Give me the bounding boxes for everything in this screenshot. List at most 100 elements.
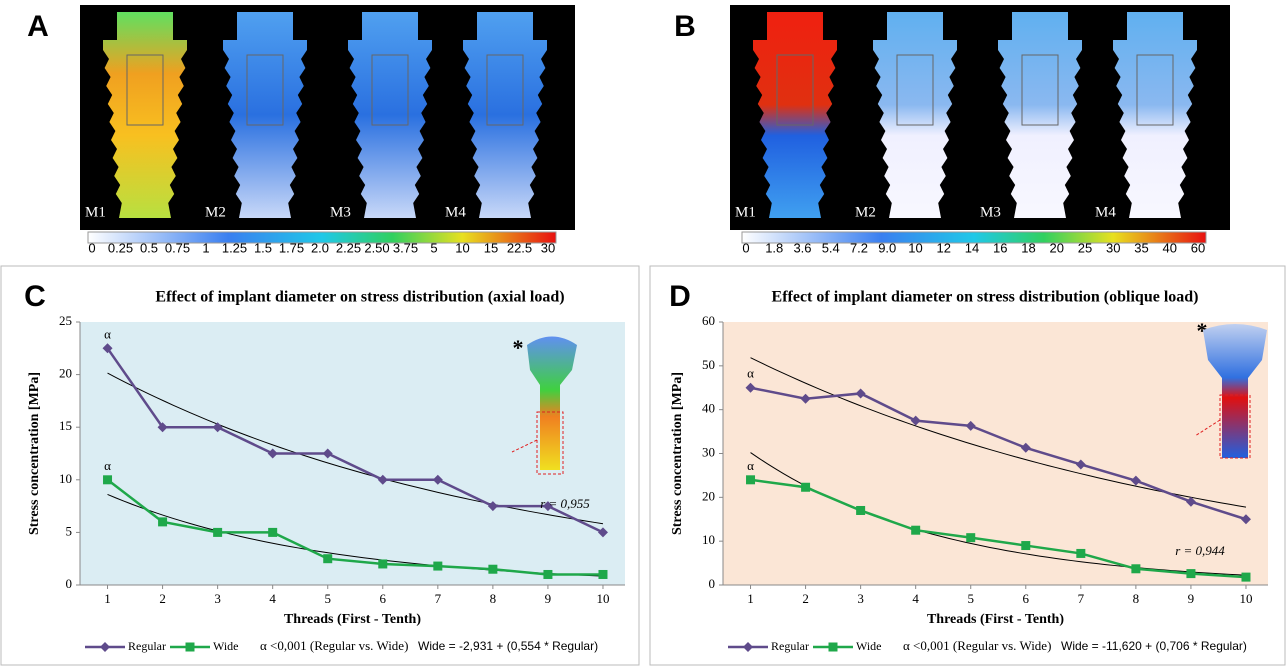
y-tick-label: 10: [59, 471, 72, 486]
data-point: [1240, 514, 1251, 525]
y-tick-label: 50: [702, 357, 715, 372]
data-point: [855, 388, 866, 399]
data-point: [1186, 569, 1196, 579]
colorbar-label: 15: [484, 240, 498, 255]
data-point: [543, 569, 553, 579]
x-tick-label: 2: [802, 591, 809, 606]
y-tick-label: 40: [702, 401, 715, 416]
colorbar-label: 9.0: [878, 240, 896, 255]
inset-marker: *: [513, 335, 524, 360]
series-annotation: α: [747, 366, 754, 381]
colorbar-label: 7.2: [850, 240, 868, 255]
model-label: M4: [1095, 204, 1116, 220]
implant-image: [998, 12, 1082, 218]
y-tick-label: 20: [59, 366, 72, 381]
implant-image: [463, 12, 547, 218]
x-tick-label: 10: [596, 591, 609, 606]
data-point: [1185, 496, 1196, 507]
colorbar: [87, 231, 557, 244]
panel-frame: [649, 265, 1286, 666]
data-point: [801, 482, 811, 492]
colorbar-label: 2.25: [336, 240, 361, 255]
data-point: [102, 343, 113, 354]
data-point: [378, 559, 388, 569]
colorbar-label: 18: [1021, 240, 1035, 255]
data-point: [157, 422, 168, 433]
data-point: [542, 501, 553, 512]
colorbar-label: 10: [908, 240, 922, 255]
legend-marker: [100, 642, 110, 652]
colorbar-label: 0.5: [140, 240, 158, 255]
model-label: M3: [330, 204, 351, 220]
inset-image: [511, 336, 577, 475]
panel-frame: [0, 265, 640, 666]
series-annotation: α: [747, 458, 754, 473]
data-point: [1021, 541, 1031, 551]
colorbar-label: 60: [1191, 240, 1205, 255]
panel-letter: A: [27, 10, 49, 43]
x-tick-label: 2: [159, 591, 166, 606]
colorbar: [741, 231, 1207, 244]
x-tick-label: 5: [967, 591, 974, 606]
data-point: [800, 393, 811, 404]
inset-image: [1194, 324, 1267, 459]
series-annotation: α: [104, 458, 111, 473]
colorbar-label: 16: [993, 240, 1007, 255]
implant-image: [223, 12, 307, 218]
implant-image: [348, 12, 432, 218]
x-tick-label: 8: [490, 591, 497, 606]
data-point: [267, 448, 278, 459]
x-tick-label: 6: [1023, 591, 1030, 606]
legend-label: Regular: [771, 639, 809, 653]
colorbar-label: 1.25: [222, 240, 247, 255]
colorbar-label: 25: [1078, 240, 1092, 255]
y-tick-label: 0: [709, 576, 716, 591]
data-point: [1130, 475, 1141, 486]
implant-connection: [896, 54, 934, 126]
model-label: M1: [735, 204, 756, 220]
x-tick-label: 8: [1133, 591, 1140, 606]
y-axis-label: Stress concentration [MPa]: [670, 372, 685, 535]
colorbar-label: 3.75: [393, 240, 418, 255]
legend-marker: [185, 642, 195, 652]
data-point: [966, 533, 976, 543]
data-point: [433, 561, 443, 571]
x-tick-label: 5: [324, 591, 331, 606]
correlation: r = 0,955: [540, 496, 590, 511]
equation: Wide = -2,931 + (0,554 * Regular): [418, 639, 598, 653]
data-point: [965, 420, 976, 431]
trend-line: [107, 372, 604, 525]
colorbar-label: 20: [1050, 240, 1064, 255]
x-axis-label: Threads (First - Tenth): [284, 612, 421, 627]
implant-image: [1113, 12, 1197, 218]
x-tick-label: 3: [214, 591, 221, 606]
implant-image: [753, 12, 837, 218]
x-tick-label: 1: [747, 591, 754, 606]
colorbar-label: 3.6: [793, 240, 811, 255]
colorbar-label: 5.4: [822, 240, 840, 255]
data-point: [487, 501, 498, 512]
correlation: r = 0,944: [1175, 543, 1225, 558]
legend-note: α <0,001 (Regular vs. Wide): [260, 638, 408, 653]
y-tick-label: 15: [59, 418, 72, 433]
y-tick-label: 10: [702, 532, 715, 547]
data-point: [322, 448, 333, 459]
model-label: M3: [980, 204, 1001, 220]
x-tick-label: 9: [545, 591, 552, 606]
y-axis-label: Stress concentration [MPa]: [27, 372, 42, 535]
panel-letter: C: [24, 280, 46, 313]
implant-connection: [126, 54, 164, 126]
implant-connection: [486, 54, 524, 126]
x-tick-label: 4: [269, 591, 276, 606]
colorbar-label: 5: [430, 240, 437, 255]
data-point: [212, 422, 223, 433]
y-tick-label: 5: [66, 523, 73, 538]
panel-letter: B: [674, 10, 696, 43]
x-tick-label: 10: [1239, 591, 1252, 606]
data-point: [856, 505, 866, 515]
y-tick-label: 30: [702, 444, 715, 459]
colorbar-label: 1.8: [765, 240, 783, 255]
data-point: [597, 527, 608, 538]
data-point: [268, 527, 278, 537]
